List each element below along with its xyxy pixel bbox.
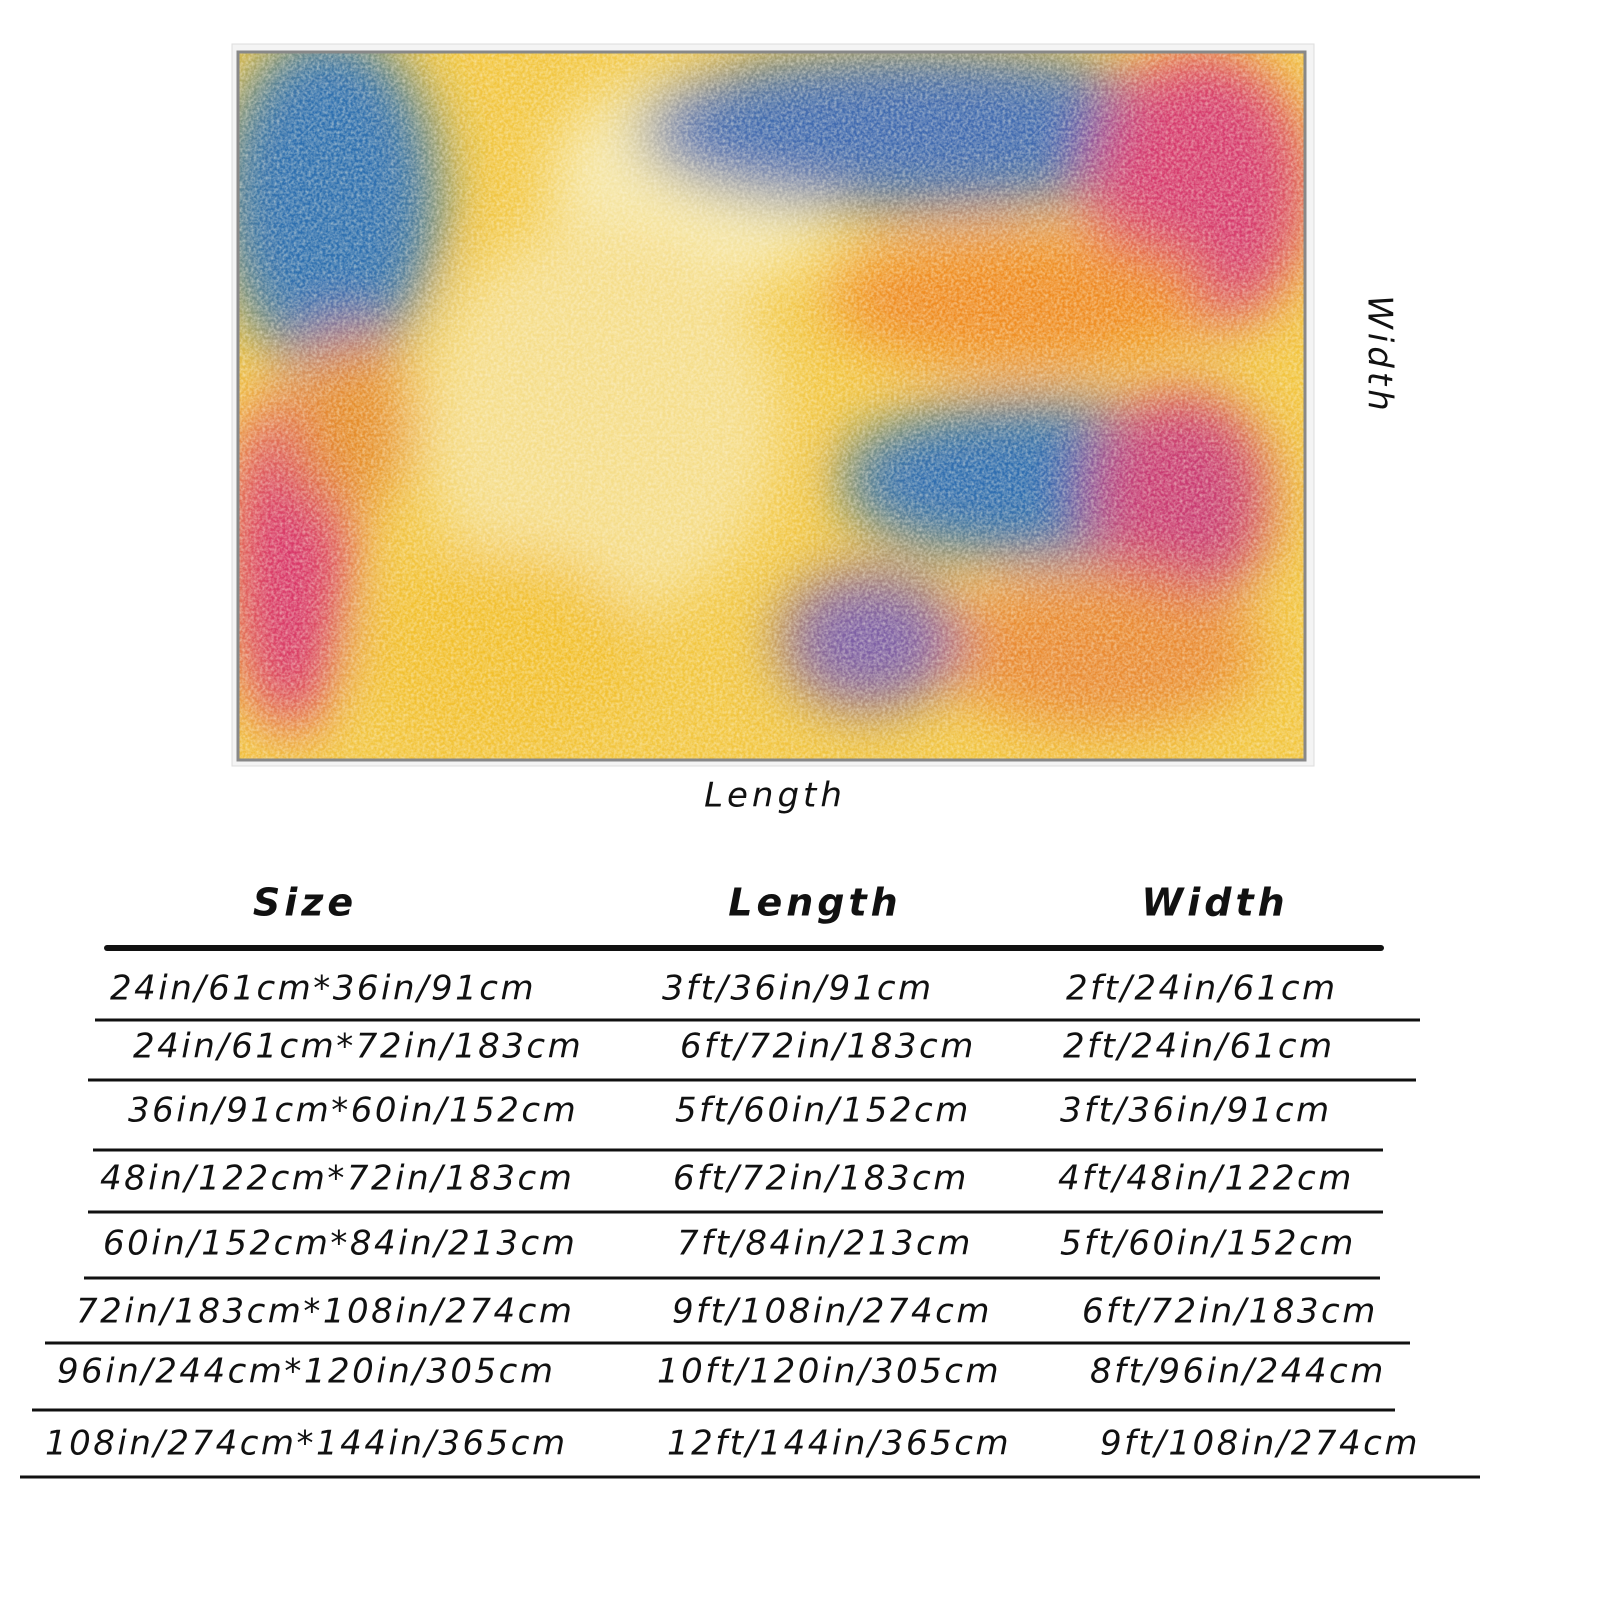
table-cell: 72in/183cm*108in/274cm (76, 1292, 574, 1332)
size-table: Size Length Width 24in/61cm*36in/91cm 3ft/36… (20, 881, 1480, 1479)
table-cell: 2ft/24in/61cm (1066, 969, 1338, 1009)
table-cell: 3ft/36in/91cm (1060, 1091, 1332, 1131)
table-cell: 10ft/120in/305cm (657, 1352, 1001, 1392)
table-cell: 4ft/48in/122cm (1058, 1159, 1354, 1199)
table-cell: 3ft/36in/91cm (662, 969, 934, 1009)
column-header: Width (1141, 881, 1288, 925)
table-cell: 24in/61cm*72in/183cm (133, 1027, 583, 1067)
table-cell: 60in/152cm*84in/213cm (103, 1224, 577, 1264)
table-cell: 108in/274cm*144in/365cm (45, 1424, 568, 1464)
length-label: Length (704, 776, 846, 816)
table-cell: 7ft/84in/213cm (677, 1224, 973, 1264)
table-cell: 6ft/72in/183cm (680, 1027, 976, 1067)
table-cell: 96in/244cm*120in/305cm (57, 1352, 555, 1392)
column-header: Size (253, 881, 357, 925)
column-header: Length (728, 881, 901, 925)
table-cell: 9ft/108in/274cm (1100, 1424, 1420, 1464)
table-cell: 5ft/60in/152cm (1060, 1224, 1356, 1264)
table-cell: 2ft/24in/61cm (1063, 1027, 1335, 1067)
table-cell: 5ft/60in/152cm (675, 1091, 971, 1131)
table-cell: 48in/122cm*72in/183cm (100, 1159, 574, 1199)
table-cell: 6ft/72in/183cm (1082, 1292, 1378, 1332)
table-cell: 8ft/96in/244cm (1090, 1352, 1386, 1392)
table-cell: 9ft/108in/274cm (672, 1292, 992, 1332)
table-cell: 36in/91cm*60in/152cm (128, 1091, 578, 1131)
table-cell: 24in/61cm*36in/91cm (110, 969, 536, 1009)
table-cell: 6ft/72in/183cm (673, 1159, 969, 1199)
rug-image (231, 43, 1315, 767)
width-label: Width (1360, 295, 1400, 415)
table-cell: 12ft/144in/365cm (667, 1424, 1011, 1464)
